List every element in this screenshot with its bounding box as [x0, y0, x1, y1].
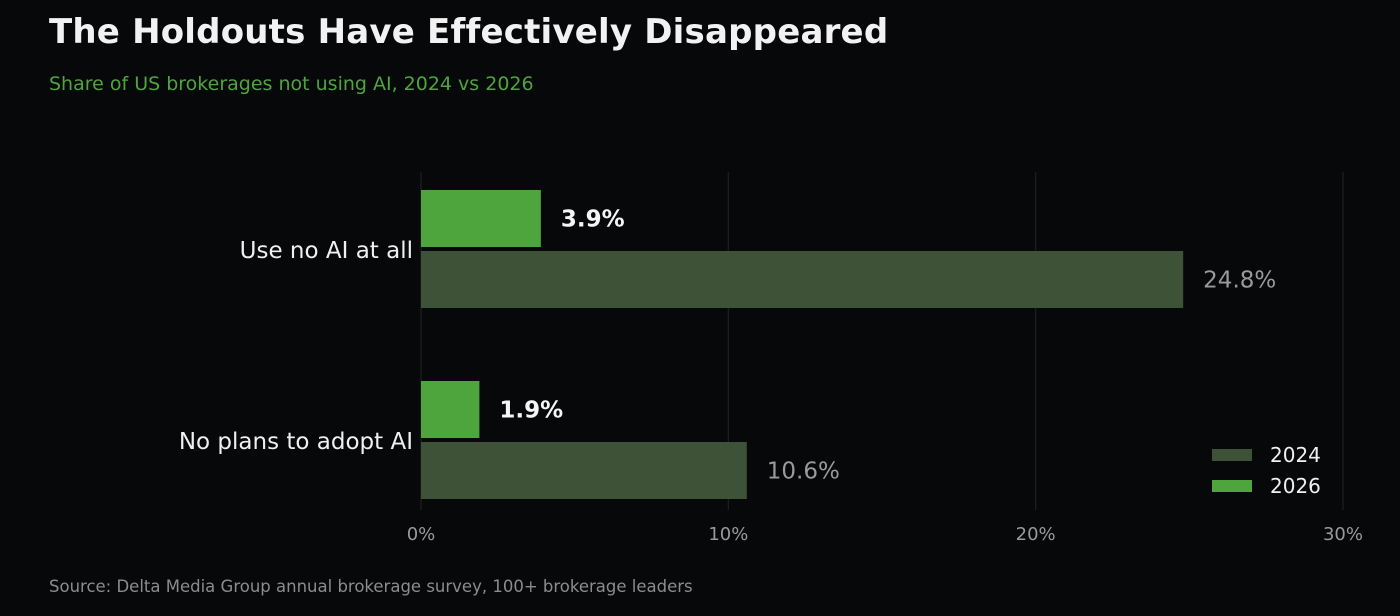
category-labels: Use no AI at all No plans to adopt AI [179, 238, 413, 455]
category-label: Use no AI at all [240, 238, 413, 264]
data-label-2026: 1.9% [499, 398, 563, 424]
source-note: Source: Delta Media Group annual brokera… [49, 577, 693, 596]
category-label: No plans to adopt AI [179, 429, 413, 455]
x-tick-label: 20% [1016, 524, 1056, 545]
data-label-2024: 10.6% [767, 459, 840, 485]
x-axis-ticks: 0% 10% 20% 30% [407, 524, 1363, 545]
bar-2026 [421, 381, 480, 438]
bars [421, 190, 1184, 499]
chart-title: The Holdouts Have Effectively Disappeare… [49, 12, 889, 52]
data-label-2026: 3.9% [561, 207, 625, 233]
chart-subtitle: Share of US brokerages not using AI, 202… [49, 73, 534, 95]
legend-label: 2026 [1270, 474, 1321, 498]
x-tick-label: 0% [407, 524, 436, 545]
bar-2024 [421, 251, 1184, 308]
bar-2024 [421, 442, 747, 499]
value-labels: 3.9% 24.8% 1.9% 10.6% [499, 207, 1276, 485]
x-tick-label: 10% [708, 524, 748, 545]
data-label-2024: 24.8% [1203, 268, 1276, 294]
bar-2026 [421, 190, 541, 247]
x-tick-label: 30% [1323, 524, 1363, 545]
legend-label: 2024 [1270, 443, 1321, 467]
legend-swatch [1212, 449, 1252, 461]
legend-swatch [1212, 480, 1252, 492]
legend: 2024 2026 [1212, 443, 1321, 498]
